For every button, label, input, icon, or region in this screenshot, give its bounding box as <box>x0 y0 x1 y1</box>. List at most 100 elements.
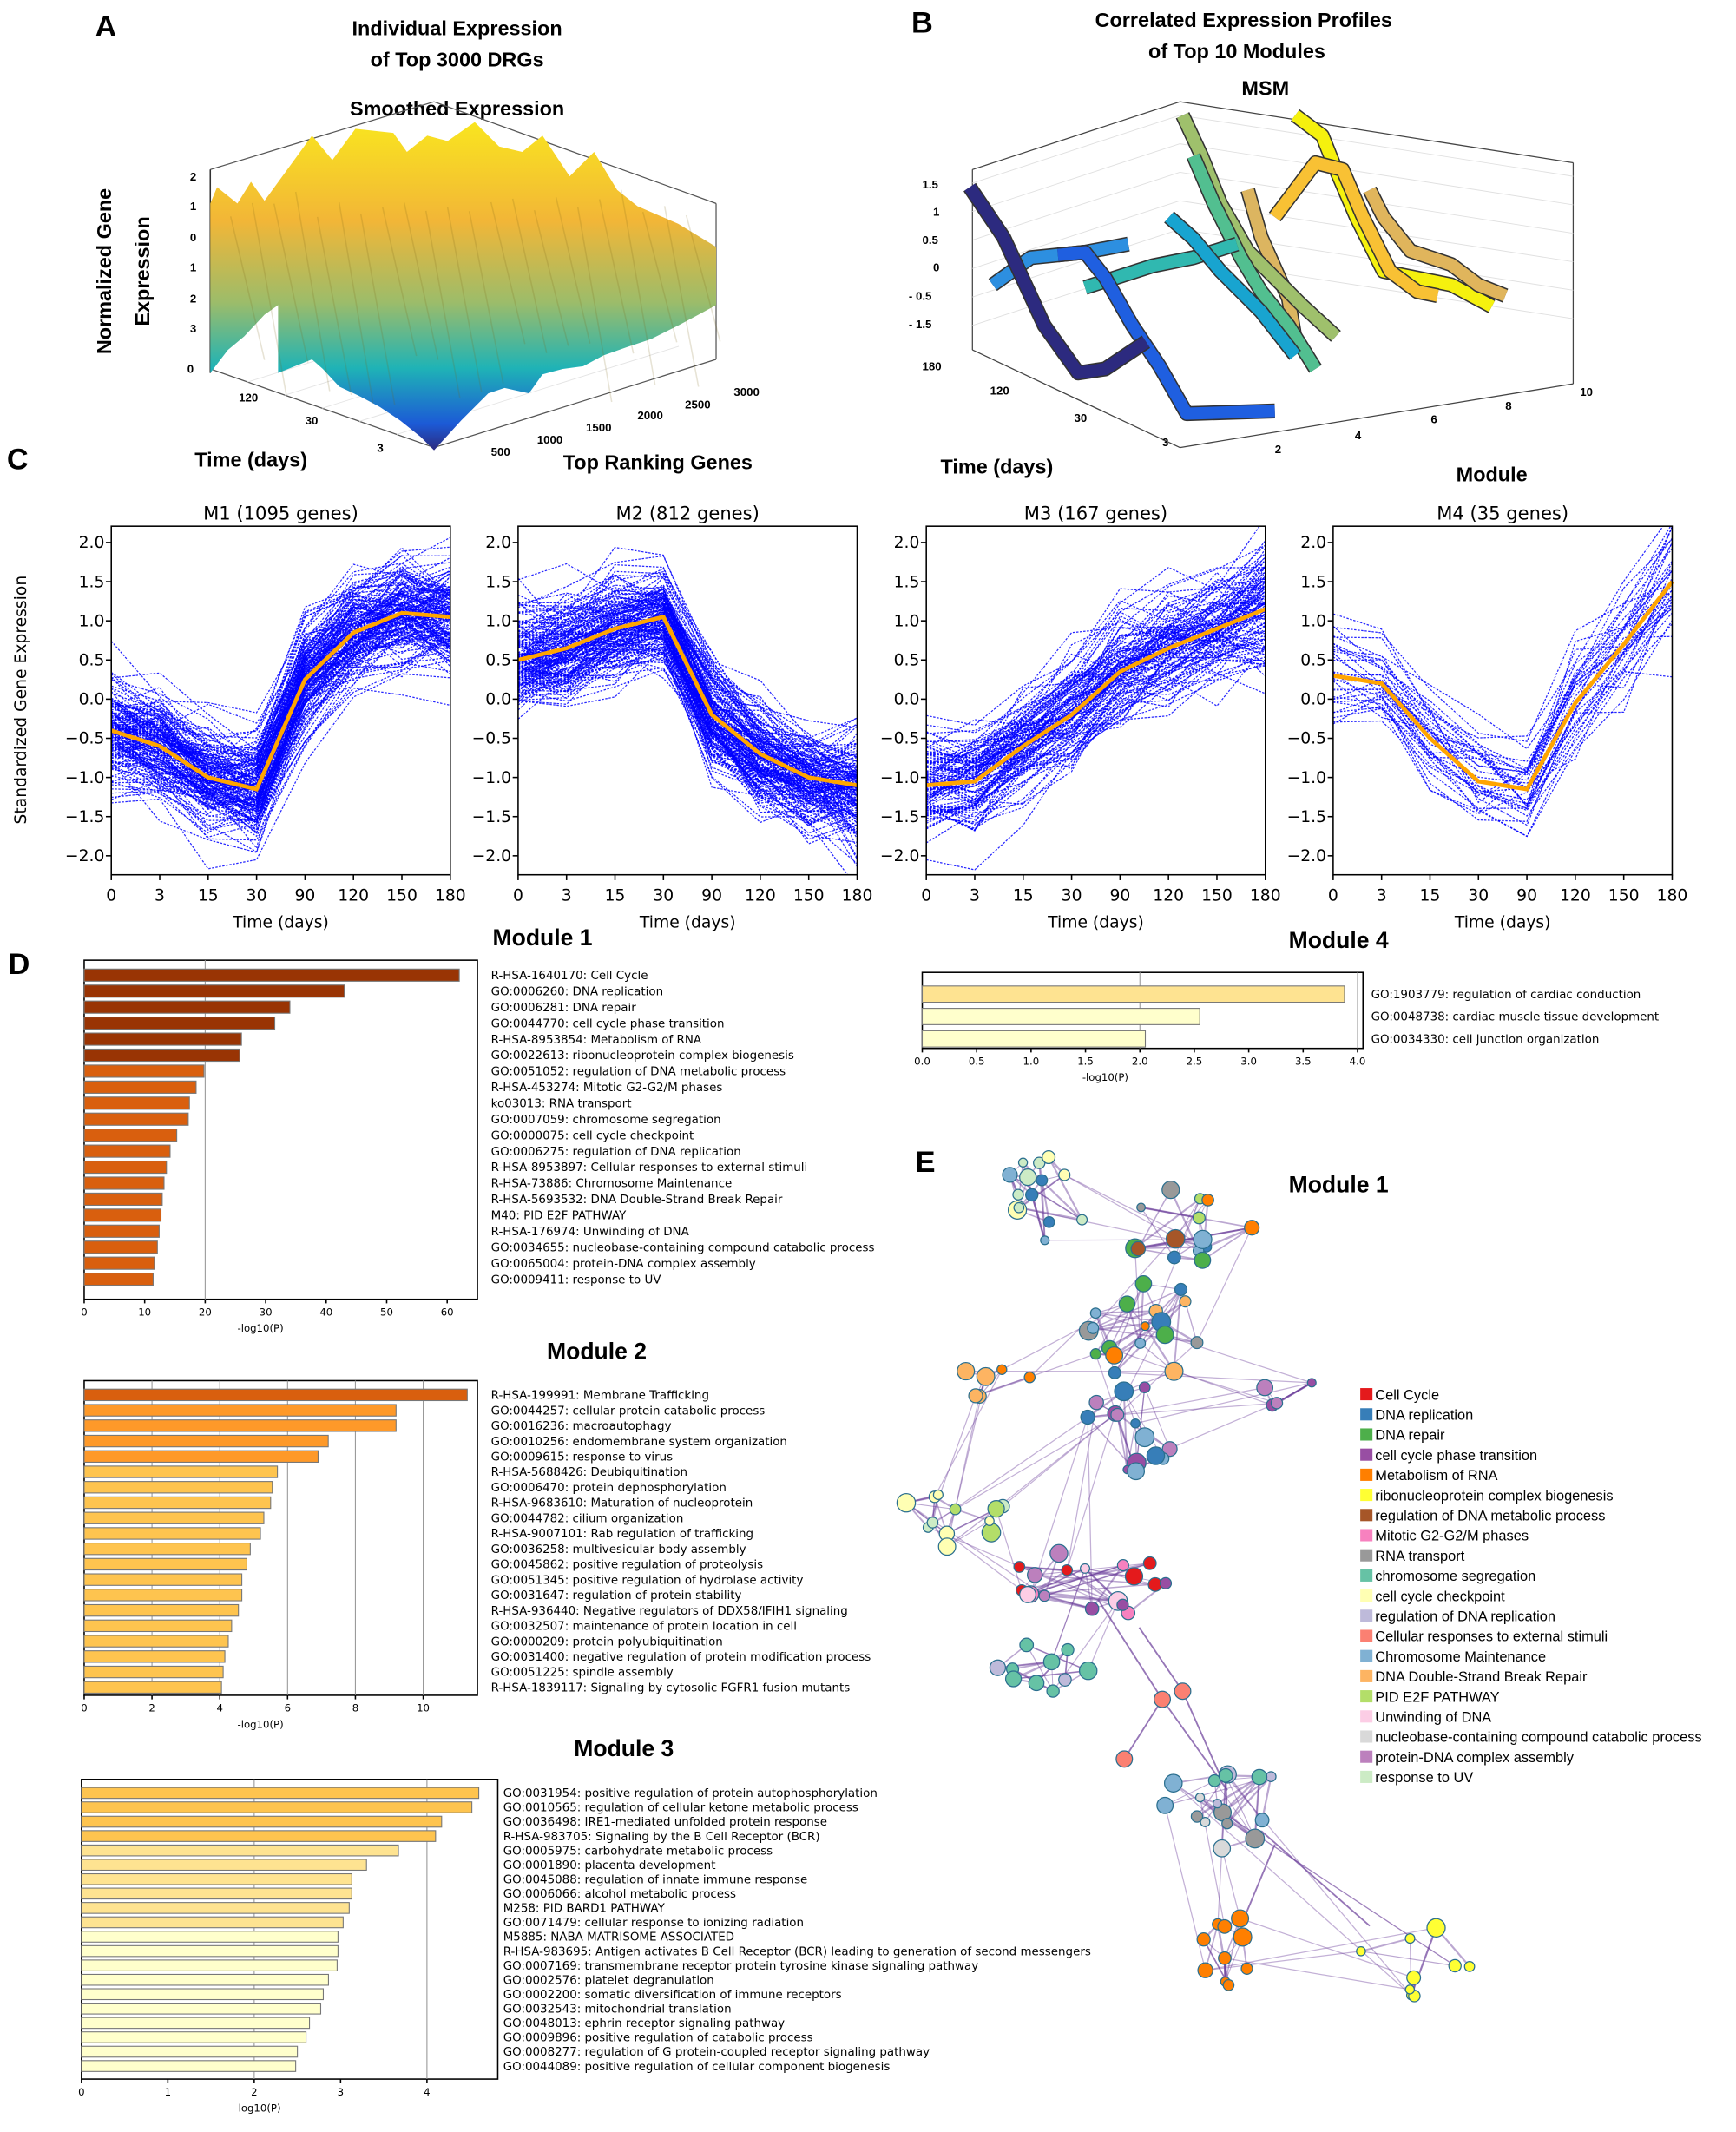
term-label: GO:0009896: positive regulation of catab… <box>503 2032 813 2045</box>
gene-trace <box>111 607 450 795</box>
network-node <box>1306 1378 1317 1388</box>
legend-label: cell cycle phase transition <box>1375 1448 1537 1464</box>
time-tick-label: 30 <box>1074 411 1087 424</box>
enrichment-bar <box>83 1000 291 1014</box>
x-tick-label: 120 <box>338 886 369 905</box>
y-axis-label: Module <box>1457 464 1528 486</box>
network-node <box>932 1489 944 1501</box>
gene-trace <box>1332 579 1673 800</box>
y-tick-label: −0.5 <box>472 730 512 748</box>
network-node <box>1110 1407 1125 1422</box>
legend-label: Chromosome Maintenance <box>1375 1649 1546 1665</box>
network-node <box>976 1366 996 1386</box>
x-axis-label: -log10(P) <box>234 2102 280 2115</box>
x-tick-label: 3 <box>1377 886 1387 905</box>
panel-label-e: E <box>916 1146 936 1179</box>
network-edge <box>934 1369 1003 1497</box>
gene-trace <box>111 614 450 824</box>
network-node <box>1244 1220 1260 1236</box>
network-edge <box>1043 1595 1093 1610</box>
legend-item: Metabolism of RNA <box>1360 1468 1498 1484</box>
term-label: GO:0006470: protein dephosphorylation <box>491 1482 727 1495</box>
gene-trace <box>517 593 858 780</box>
gene-trace <box>111 688 450 821</box>
network-node <box>1019 1168 1037 1187</box>
legend-label: Mitotic G2-G2/M phases <box>1375 1529 1529 1544</box>
gene-trace <box>111 673 450 870</box>
enrichment-bar <box>83 1192 163 1206</box>
term-label: GO:0036498: IRE1-mediated unfolded prote… <box>503 1816 827 1829</box>
gene-trace <box>1332 526 1672 773</box>
network-node <box>1017 1157 1029 1168</box>
grid-line <box>1180 115 1574 177</box>
gene-trace <box>926 578 1266 760</box>
x-tick-label: 0 <box>513 886 523 905</box>
y-tick-label: −1.0 <box>65 769 105 787</box>
gene-trace <box>1332 612 1673 812</box>
gene-tick-label: 1000 <box>537 433 563 446</box>
network-edge <box>1260 1830 1371 1927</box>
network-node <box>1167 1250 1181 1265</box>
enrichment-bar <box>83 1481 273 1494</box>
gene-trace <box>926 659 1266 832</box>
gene-trace <box>926 526 1260 726</box>
network-edge <box>1066 1413 1116 1570</box>
network-node <box>896 1492 917 1513</box>
gene-trace <box>111 619 450 801</box>
panel-label-b: B <box>911 6 933 39</box>
term-label: GO:0044089: positive regulation of cellu… <box>503 2061 891 2074</box>
x-tick-label: 2 <box>251 2086 257 2098</box>
term-label: GO:0016236: macroautophagy <box>491 1420 672 1433</box>
gene-trace <box>517 618 858 830</box>
legend-item: protein-DNA complex assembly <box>1360 1750 1575 1766</box>
enrichment-bar <box>81 2003 322 2015</box>
network-edge <box>1050 1568 1086 1662</box>
network-node <box>1212 1799 1223 1809</box>
gene-trace <box>1332 608 1673 809</box>
legend-item: DNA Double-Strand Break Repair <box>1360 1669 1588 1685</box>
network-node <box>1019 1586 1036 1603</box>
network-edge <box>1116 1342 1198 1416</box>
gene-trace <box>111 660 450 834</box>
x-tick-label: 15 <box>1013 886 1034 905</box>
gene-tick-label: 1500 <box>586 421 612 434</box>
chart-subtitle: MSM <box>1241 76 1289 99</box>
y-tick-label: −0.5 <box>65 730 105 748</box>
term-label: GO:0032543: mitochondrial translation <box>503 2004 732 2017</box>
enrichment-bar <box>83 1129 178 1142</box>
network-node <box>1130 1240 1147 1257</box>
network-edge <box>1226 1775 1272 1825</box>
surface-ridge <box>533 210 569 346</box>
network-edge <box>905 1502 1023 1591</box>
network-edge <box>1174 1371 1278 1404</box>
network-node <box>1134 1427 1155 1448</box>
chart-subtitle: Smoothed Expression <box>350 97 564 120</box>
chart-title: M3 (167 genes) <box>1024 502 1167 523</box>
legend-item: cell cycle checkpoint <box>1360 1589 1505 1604</box>
module-ribbon <box>1165 212 1300 359</box>
network-node <box>1004 1670 1023 1688</box>
time-tick-label: 0 <box>187 363 194 376</box>
gene-trace <box>926 613 1266 806</box>
surface-ridge <box>511 198 548 353</box>
axis-line <box>433 359 717 449</box>
enrichment-bar <box>83 1650 226 1663</box>
time-tick-label: 3 <box>1162 436 1168 449</box>
network-node <box>1256 1379 1274 1397</box>
gene-trace <box>1332 576 1673 822</box>
term-label: M40: PID E2F PATHWAY <box>491 1210 627 1223</box>
surface-ridge <box>294 191 331 392</box>
x-tick-label: 50 <box>380 1306 393 1318</box>
network-edge <box>1260 1776 1272 1820</box>
gene-trace <box>111 622 450 824</box>
y-axis-label: Standardized Gene Expression <box>12 576 30 825</box>
surface-ridge <box>229 216 266 360</box>
gene-trace <box>926 639 1266 814</box>
network-node <box>1084 1601 1100 1616</box>
surface-plot-a: Individual Expression of Top 3000 DRGs Smo… <box>93 17 760 474</box>
x-tick-label: 120 <box>1560 886 1591 905</box>
x-tick-label: 150 <box>1201 886 1233 905</box>
network-node <box>926 1517 939 1529</box>
network-node <box>1251 1768 1268 1786</box>
mean-expression-line <box>1332 580 1674 792</box>
